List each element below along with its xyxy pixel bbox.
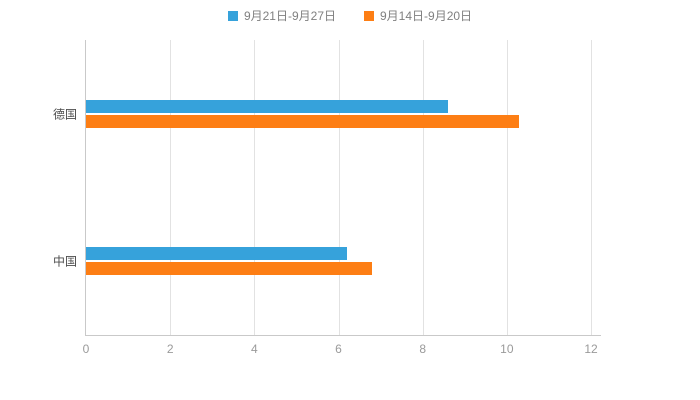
plot-area: 0 2 4 6 8 10 12 德国中国 <box>53 40 601 356</box>
x-tick-label: 10 <box>500 342 514 356</box>
gridline <box>422 40 424 335</box>
gridline <box>254 40 256 335</box>
legend-swatch-icon <box>227 10 238 21</box>
legend-label: 9月21日-9月27日 <box>243 9 336 23</box>
gridline <box>170 40 172 335</box>
legend: 9月21日-9月27日 9月14日-9月20日 <box>0 7 700 24</box>
bar-德国-series1 <box>86 99 448 113</box>
legend-label: 9月14日-9月20日 <box>380 9 473 23</box>
x-tick-label: 2 <box>166 342 174 356</box>
x-tick-label: 8 <box>419 342 426 356</box>
bar-中国-series2 <box>86 262 373 276</box>
x-tick-label: 4 <box>250 342 258 356</box>
legend-item-series2[interactable]: 9月14日-9月20日 <box>364 7 472 24</box>
gridline <box>591 40 592 335</box>
y-category-label: 中国 <box>52 254 77 269</box>
gridline <box>506 40 508 335</box>
bar-中国-series1 <box>86 247 347 261</box>
legend-item-series1[interactable]: 9月21日-9月27日 <box>227 7 336 24</box>
x-tick-label: 12 <box>584 342 598 356</box>
x-tick-label: 0 <box>82 342 90 356</box>
x-tick-label: 6 <box>335 342 342 356</box>
gridline <box>338 40 340 335</box>
legend-swatch-icon <box>364 10 374 21</box>
y-category-label: 德国 <box>52 107 77 122</box>
bar-德国-series2 <box>86 114 520 128</box>
